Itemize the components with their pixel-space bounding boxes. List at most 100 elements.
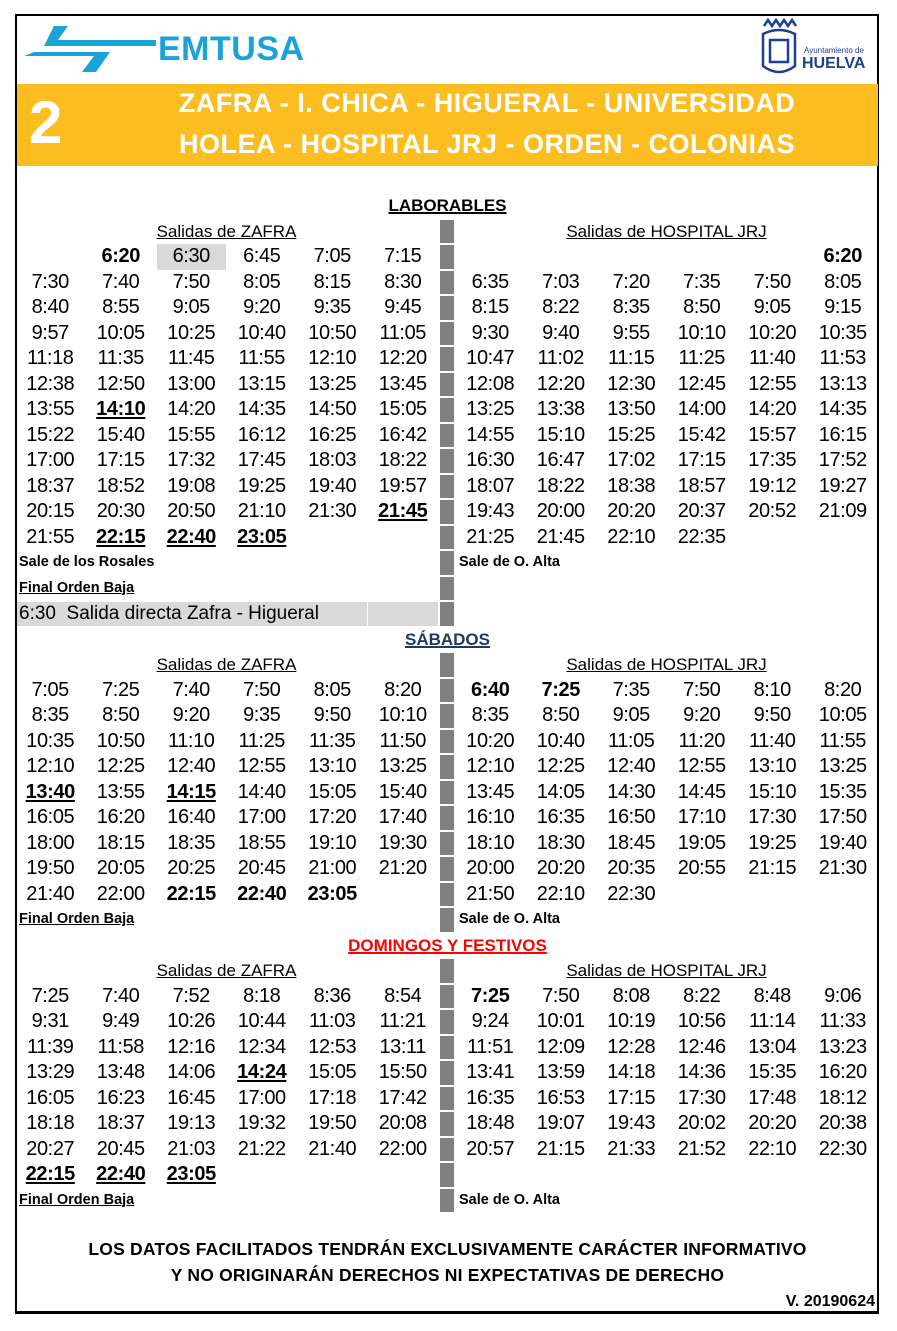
time-text: 12:28: [607, 1035, 656, 1058]
departure-time: 12:10: [297, 346, 368, 372]
time-text: 7:20: [612, 270, 651, 293]
timetable-row: 18:18 18:37 19:13 19:32 19:50 20:08 18:48 19:07…: [15, 1111, 880, 1137]
time-text: 17:15: [607, 1086, 656, 1109]
time-text: 9:06: [824, 984, 862, 1007]
time-text: 17:18: [308, 1086, 357, 1109]
time-text: 12:40: [607, 755, 656, 777]
version-label: V. 20190624: [785, 1293, 875, 1310]
departure-time: 14:05: [526, 780, 597, 806]
time-text: 17:45: [237, 449, 286, 471]
time-text: 14:06: [167, 1061, 216, 1083]
departure-time: 16:25: [297, 423, 368, 449]
departure-time: 13:59: [526, 1060, 597, 1086]
time-text: 10:05: [96, 321, 145, 344]
timetable-row: 16:05 16:23 16:45 17:00 17:18 17:42 16:35 16:53…: [15, 1086, 880, 1112]
departure-time: 21:40: [15, 882, 86, 908]
time-text: 7:30: [31, 270, 70, 293]
departure-time: 17:52: [808, 448, 879, 474]
time-text: 19:05: [677, 831, 726, 854]
time-text: 7:35: [612, 678, 651, 701]
time-text: 12:20: [536, 372, 585, 395]
time-text: 16:35: [466, 1086, 515, 1109]
time-text: 13:38: [536, 398, 585, 420]
departure-time: 19:13: [156, 1111, 227, 1137]
time-text: 14:20: [748, 398, 797, 420]
departure-time: 15:10: [526, 423, 597, 449]
time-text: 21:00: [308, 857, 357, 879]
timetable-frame: [15, 14, 879, 1314]
departure-time: 16:53: [526, 1086, 597, 1112]
departure-time: 18:22: [526, 474, 597, 500]
column-divider: [440, 678, 454, 702]
departure-time: 8:54: [368, 984, 439, 1010]
departure-time: 13:00: [156, 372, 227, 398]
time-text: 7:40: [172, 678, 211, 701]
departure-time: 9:50: [297, 703, 368, 729]
time-text: 20:37: [677, 500, 726, 522]
time-text: 13:55: [26, 398, 75, 420]
column-divider: [440, 500, 454, 524]
departure-time: 18:57: [667, 474, 738, 500]
time-text: 20:20: [748, 1112, 797, 1134]
departure-time: 10:44: [227, 1009, 298, 1035]
departure-time: 7:25: [15, 984, 86, 1010]
departure-time: 9:49: [86, 1009, 157, 1035]
time-text: 10:10: [677, 321, 726, 344]
departure-time: 7:40: [156, 678, 227, 704]
time-text: 13:25: [466, 398, 515, 420]
time-text: 9:15: [824, 296, 862, 318]
departure-time: 11:05: [596, 729, 667, 755]
time-text: 8:35: [612, 296, 651, 318]
time-text: 17:00: [237, 1086, 286, 1109]
departure-time: 19:25: [227, 474, 298, 500]
departure-time: 12:25: [526, 754, 597, 780]
time-text: 13:10: [308, 755, 357, 777]
departure-time: 7:05: [297, 244, 368, 270]
departure-time: 13:29: [15, 1060, 86, 1086]
time-text: 7:50: [683, 678, 721, 701]
departure-time: 11:25: [227, 729, 298, 755]
departure-time: 17:18: [297, 1086, 368, 1112]
timetable-row: 20:15 20:30 20:50 21:10 21:30 21:45 19:43 20:00…: [15, 499, 880, 525]
departure-time: 10:19: [596, 1009, 667, 1035]
departure-time: 19:57: [368, 474, 439, 500]
departure-time: 12:45: [667, 372, 738, 398]
note-row: Final Orden Baja Sale de O. Alta: [15, 907, 880, 933]
departure-time: 11:40: [737, 346, 808, 372]
time-text: 17:10: [677, 806, 726, 828]
time-text: 19:43: [466, 500, 515, 522]
time-text: 12:16: [167, 1035, 216, 1058]
time-text: 13:13: [818, 372, 867, 395]
departure-time: 15:35: [737, 1060, 808, 1086]
time-text: 16:10: [466, 806, 515, 828]
right-direction-header: Salidas de HOSPITAL JRJ: [455, 652, 878, 678]
time-text: 21:40: [26, 882, 75, 905]
departure-time: 12:38: [15, 372, 86, 398]
time-text: 11:33: [819, 1010, 867, 1032]
timetable-row: 12:38 12:50 13:00 13:15 13:25 13:45 12:08 12:20…: [15, 372, 880, 398]
departure-time: 8:48: [737, 984, 808, 1010]
departure-time: 22:00: [368, 1137, 439, 1163]
departure-time: 18:37: [86, 1111, 157, 1137]
departure-time: 11:25: [667, 346, 738, 372]
time-text: 15:05: [378, 398, 427, 420]
time-text: 14:24: [237, 1061, 287, 1083]
column-divider: [440, 1035, 454, 1059]
timetable-row: 13:40 13:55 14:15 14:40 15:05 15:40 13:45 14:05…: [15, 780, 880, 806]
time-text: 11:39: [26, 1035, 74, 1058]
time-text: 9:45: [384, 296, 422, 318]
departure-time: 21:45: [368, 499, 439, 525]
time-text: 6:20: [101, 245, 141, 267]
time-text: 8:15: [471, 296, 510, 318]
time-text: 13:23: [818, 1035, 867, 1058]
departure-time: 7:35: [596, 678, 667, 704]
time-text: 10:01: [536, 1010, 585, 1032]
departure-time: 18:37: [15, 474, 86, 500]
time-text: 11:05: [607, 729, 655, 752]
time-text: 11:58: [97, 1035, 145, 1058]
header-text: Salidas de HOSPITAL JRJ: [566, 655, 767, 674]
time-text: 21:40: [308, 1137, 357, 1160]
time-text: 17:30: [748, 806, 797, 828]
time-text: 11:14: [748, 1010, 796, 1032]
time-text: 22:40: [237, 882, 287, 905]
